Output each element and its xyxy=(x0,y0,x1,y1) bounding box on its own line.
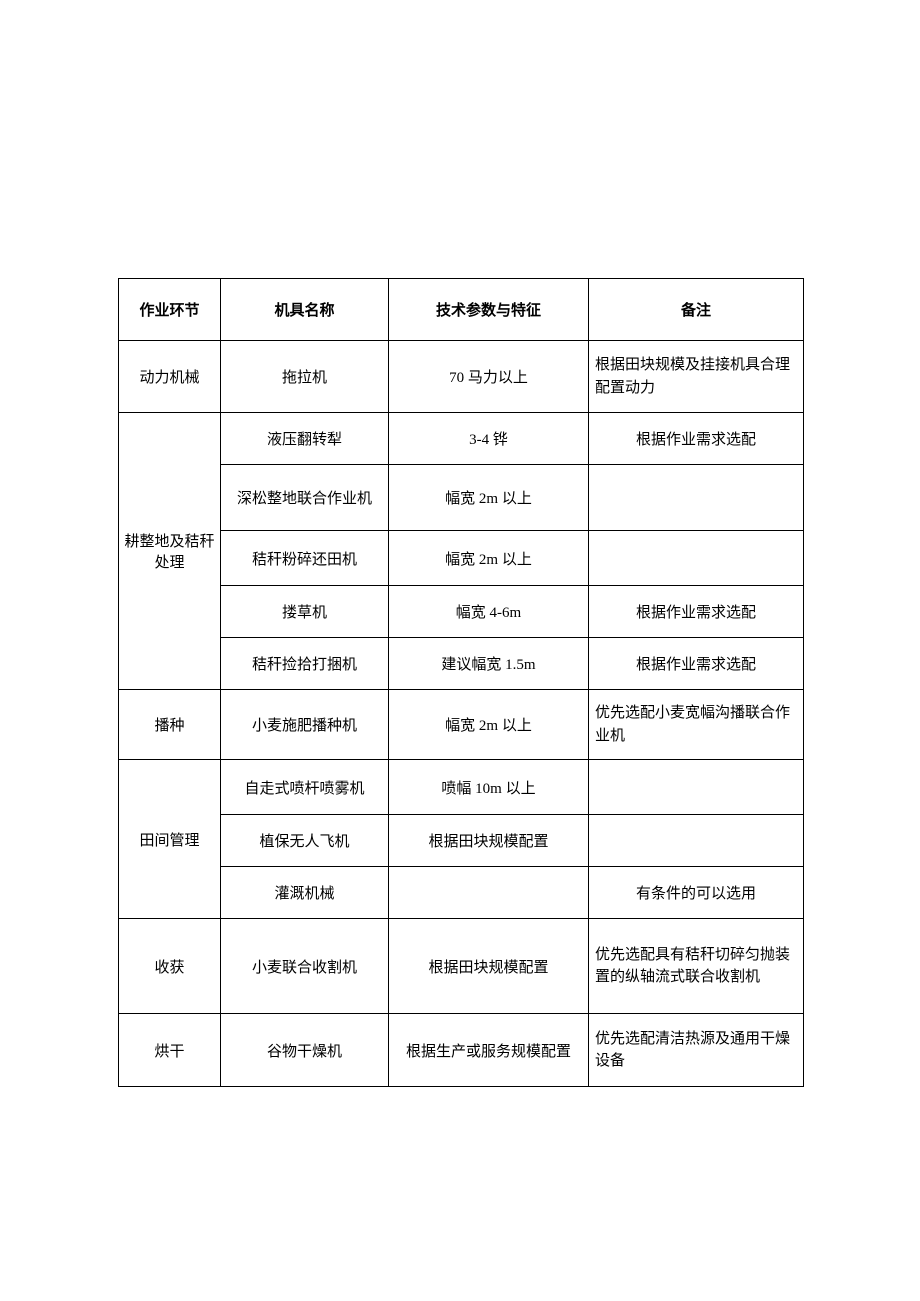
cell-machine: 植保无人飞机 xyxy=(221,815,389,867)
cell-note xyxy=(589,465,804,531)
table-row: 耕整地及秸秆处理 液压翻转犁 3-4 铧 根据作业需求选配 xyxy=(119,413,804,465)
cell-note xyxy=(589,815,804,867)
cell-params: 根据田块规模配置 xyxy=(389,815,589,867)
cell-machine: 搂草机 xyxy=(221,586,389,638)
cell-params: 幅宽 4-6m xyxy=(389,586,589,638)
cell-stage: 田间管理 xyxy=(119,760,221,919)
cell-params: 建议幅宽 1.5m xyxy=(389,638,589,690)
cell-params: 根据生产或服务规模配置 xyxy=(389,1014,589,1087)
cell-params: 幅宽 2m 以上 xyxy=(389,465,589,531)
cell-note: 根据作业需求选配 xyxy=(589,638,804,690)
cell-machine: 拖拉机 xyxy=(221,341,389,413)
cell-note: 根据田块规模及挂接机具合理配置动力 xyxy=(589,341,804,413)
table-row: 烘干 谷物干燥机 根据生产或服务规模配置 优先选配清洁热源及通用干燥设备 xyxy=(119,1014,804,1087)
cell-machine: 液压翻转犁 xyxy=(221,413,389,465)
cell-params xyxy=(389,867,589,919)
cell-machine: 自走式喷杆喷雾机 xyxy=(221,760,389,815)
cell-machine: 秸秆捡拾打捆机 xyxy=(221,638,389,690)
table-header-row: 作业环节 机具名称 技术参数与特征 备注 xyxy=(119,279,804,341)
cell-params: 根据田块规模配置 xyxy=(389,919,589,1014)
cell-machine: 秸秆粉碎还田机 xyxy=(221,531,389,586)
cell-params: 3-4 铧 xyxy=(389,413,589,465)
machinery-table: 作业环节 机具名称 技术参数与特征 备注 动力机械 拖拉机 70 马力以上 根据… xyxy=(118,278,804,1087)
cell-machine: 小麦联合收割机 xyxy=(221,919,389,1014)
table-row: 植保无人飞机 根据田块规模配置 xyxy=(119,815,804,867)
cell-note xyxy=(589,531,804,586)
cell-stage: 播种 xyxy=(119,690,221,760)
cell-note: 根据作业需求选配 xyxy=(589,586,804,638)
cell-note: 优先选配具有秸秆切碎匀抛装置的纵轴流式联合收割机 xyxy=(589,919,804,1014)
table-row: 田间管理 自走式喷杆喷雾机 喷幅 10m 以上 xyxy=(119,760,804,815)
cell-note xyxy=(589,760,804,815)
cell-params: 幅宽 2m 以上 xyxy=(389,690,589,760)
cell-machine: 谷物干燥机 xyxy=(221,1014,389,1087)
cell-stage: 耕整地及秸秆处理 xyxy=(119,413,221,690)
cell-stage: 收获 xyxy=(119,919,221,1014)
cell-machine: 灌溉机械 xyxy=(221,867,389,919)
table-row: 播种 小麦施肥播种机 幅宽 2m 以上 优先选配小麦宽幅沟播联合作业机 xyxy=(119,690,804,760)
cell-stage: 动力机械 xyxy=(119,341,221,413)
table-row: 灌溉机械 有条件的可以选用 xyxy=(119,867,804,919)
table-row: 秸秆粉碎还田机 幅宽 2m 以上 xyxy=(119,531,804,586)
cell-machine: 深松整地联合作业机 xyxy=(221,465,389,531)
header-params: 技术参数与特征 xyxy=(389,279,589,341)
table-row: 动力机械 拖拉机 70 马力以上 根据田块规模及挂接机具合理配置动力 xyxy=(119,341,804,413)
cell-note: 根据作业需求选配 xyxy=(589,413,804,465)
table-row: 秸秆捡拾打捆机 建议幅宽 1.5m 根据作业需求选配 xyxy=(119,638,804,690)
table-row: 深松整地联合作业机 幅宽 2m 以上 xyxy=(119,465,804,531)
header-machine: 机具名称 xyxy=(221,279,389,341)
header-stage: 作业环节 xyxy=(119,279,221,341)
table-row: 搂草机 幅宽 4-6m 根据作业需求选配 xyxy=(119,586,804,638)
cell-note: 优先选配小麦宽幅沟播联合作业机 xyxy=(589,690,804,760)
table-row: 收获 小麦联合收割机 根据田块规模配置 优先选配具有秸秆切碎匀抛装置的纵轴流式联… xyxy=(119,919,804,1014)
cell-params: 70 马力以上 xyxy=(389,341,589,413)
cell-machine: 小麦施肥播种机 xyxy=(221,690,389,760)
cell-params: 喷幅 10m 以上 xyxy=(389,760,589,815)
cell-note: 优先选配清洁热源及通用干燥设备 xyxy=(589,1014,804,1087)
cell-stage: 烘干 xyxy=(119,1014,221,1087)
header-note: 备注 xyxy=(589,279,804,341)
cell-note: 有条件的可以选用 xyxy=(589,867,804,919)
machinery-table-container: 作业环节 机具名称 技术参数与特征 备注 动力机械 拖拉机 70 马力以上 根据… xyxy=(118,278,803,1087)
cell-params: 幅宽 2m 以上 xyxy=(389,531,589,586)
